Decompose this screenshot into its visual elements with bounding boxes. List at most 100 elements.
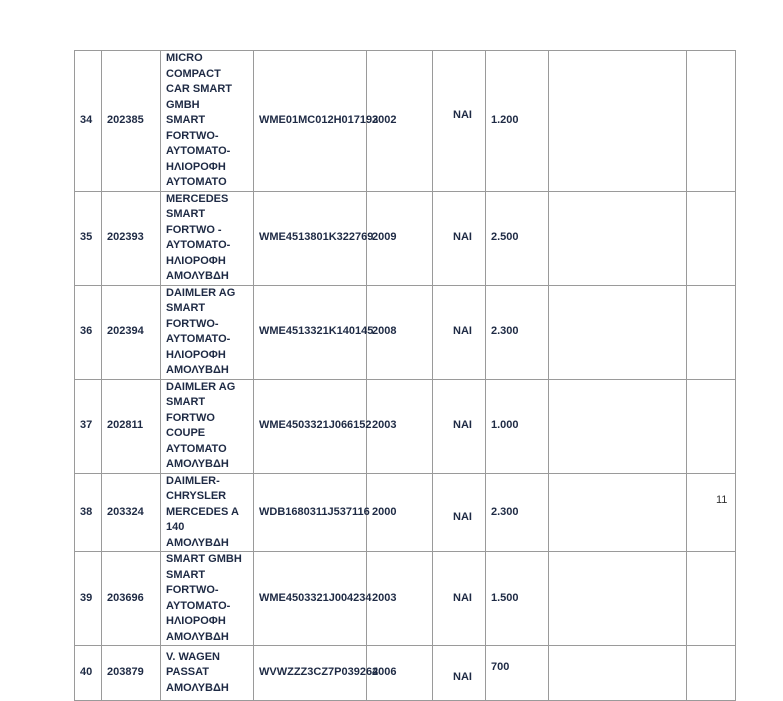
price: 2.300: [485, 472, 549, 552]
empty-cell: [686, 190, 736, 286]
item-code: 202385: [101, 50, 161, 192]
year: 2003: [366, 378, 433, 474]
row-number: 40: [74, 645, 102, 701]
description-line: MERCEDES A 140: [166, 505, 239, 534]
description: V. WAGEN PASSAT ΑΜΟΛΥΒΔΗ: [160, 645, 254, 701]
description-line: SMART FORTWO: [166, 396, 215, 424]
description-line: MICRO COMPACT: [166, 52, 221, 80]
price: 2.300: [485, 284, 549, 380]
description-line: SMART GMBH: [166, 553, 242, 565]
description: SMART GMBH SMART FORTWO- ΑΥΤΟΜΑΤΟ- ΗΛΙΟΡΟΦΗ…: [160, 551, 254, 646]
vin: WME4503321J066152: [253, 378, 372, 474]
description-line: ΑΥΤΟΜΑΤΟ-: [166, 239, 231, 251]
description: DAIMLER AG SMART FORTWO- ΑΥΤΟΜΑΤΟ- ΗΛΙΟΡΟΦΗ…: [160, 284, 254, 380]
description-line: DAIMLER AG: [166, 286, 236, 299]
price: 1.000: [485, 378, 549, 474]
description-line: DAIMLER-: [166, 474, 220, 487]
vehicle-table: 34 202385 MICRO COMPACT CAR SMART GMBH SMART…: [74, 50, 736, 701]
empty-cell: [548, 472, 687, 552]
row-number: 34: [74, 50, 102, 192]
description-line: ΑΥΤΟΜΑΤΟ-: [166, 333, 231, 345]
description-line: ΑΜΟΛΥΒΔΗ: [166, 536, 229, 549]
description-line: ΑΥΤΟΜΑΤΟ: [166, 176, 227, 188]
description-line: ΑΜΟΛΥΒΔΗ: [166, 458, 229, 470]
flag: ΝΑΙ: [432, 378, 486, 474]
table-row: 35 202393 MERCEDES SMART FORTWO - ΑΥΤΟΜΑΤΟ- Η…: [74, 190, 736, 286]
empty-cell: [686, 284, 736, 380]
description-line: COUPE: [166, 427, 206, 439]
vin: WME01MC012H017193: [253, 50, 378, 192]
empty-cell: [686, 551, 736, 646]
description-line: ΑΜΟΛΥΒΔΗ: [166, 681, 229, 694]
description-line: MERCEDES: [166, 192, 229, 205]
flag: ΝΑΙ: [432, 284, 486, 380]
description: MERCEDES SMART FORTWO - ΑΥΤΟΜΑΤΟ- ΗΛΙΟΡΟΦΗ Α…: [160, 190, 254, 286]
description-line: SMART FORTWO-: [166, 568, 219, 597]
description-line: SMART FORTWO-: [166, 114, 219, 142]
item-code: 203696: [101, 551, 161, 646]
empty-cell: [548, 190, 687, 286]
description-line: DAIMLER AG: [166, 380, 236, 393]
description-line: CAR SMART GMBH: [166, 83, 232, 111]
description-line: ΗΛΙΟΡΟΦΗ: [166, 615, 226, 627]
vin: WME4513321K140145: [253, 284, 373, 380]
flag: ΝΑΙ: [432, 50, 486, 192]
page-number: 11: [716, 494, 728, 506]
flag: ΝΑΙ: [432, 472, 486, 552]
year: 2009: [366, 190, 433, 286]
flag: ΝΑΙ: [432, 190, 486, 286]
description: DAIMLER- CHRYSLER MERCEDES A 140 ΑΜΟΛΥΒΔΗ: [160, 472, 254, 552]
row-number: 37: [74, 378, 102, 474]
description-line: SMART FORTWO -: [166, 208, 222, 236]
year: 2006: [366, 645, 433, 701]
year: 2000: [366, 472, 433, 552]
description-line: CHRYSLER: [166, 490, 227, 502]
description-line: V. WAGEN PASSAT: [166, 650, 220, 679]
description-line: ΑΥΤΟΜΑΤΟ: [166, 442, 227, 455]
price: 700: [485, 645, 549, 701]
empty-cell: [548, 50, 687, 192]
description-line: ΑΜΟΛΥΒΔΗ: [166, 270, 229, 282]
price: 2.500: [485, 190, 549, 286]
year: 2008: [366, 284, 433, 380]
description-line: ΗΛΙΟΡΟΦΗ: [166, 254, 226, 267]
description-line: ΑΜΟΛΥΒΔΗ: [166, 364, 229, 376]
table-row: 37 202811 DAIMLER AG SMART FORTWO COUPE ΑΥΤΟΜ…: [74, 378, 736, 474]
vin: WDB1680311J537116: [253, 472, 370, 552]
description-line: ΑΥΤΟΜΑΤΟ-: [166, 599, 231, 612]
row-number: 39: [74, 551, 102, 646]
description-line: ΗΛΙΟΡΟΦΗ: [166, 348, 226, 361]
price: 1.200: [485, 50, 549, 192]
row-number: 36: [74, 284, 102, 380]
empty-cell: [686, 645, 736, 701]
vin: WME4503321J004234: [253, 551, 372, 646]
empty-cell: [548, 284, 687, 380]
description-line: ΗΛΙΟΡΟΦΗ: [166, 160, 226, 173]
table-row: 39 203696 SMART GMBH SMART FORTWO- ΑΥΤΟΜΑΤΟ-…: [74, 551, 736, 646]
table-row: 40 203879 V. WAGEN PASSAT ΑΜΟΛΥΒΔΗ WVWZZZ3CZ…: [74, 645, 736, 701]
table-row: 38 203324 DAIMLER- CHRYSLER MERCEDES A 140 ΑΜ…: [74, 472, 736, 552]
description-line: ΑΥΤΟΜΑΤΟ-: [166, 145, 231, 157]
flag: ΝΑΙ: [432, 551, 486, 646]
row-number: 38: [74, 472, 102, 552]
item-code: 202811: [101, 378, 161, 474]
vin: WME4513801K322769: [253, 190, 373, 286]
item-code: 203879: [101, 645, 161, 701]
row-number: 35: [74, 190, 102, 286]
empty-cell: [686, 50, 736, 192]
empty-cell: [548, 378, 687, 474]
description-line: SMART FORTWO-: [166, 302, 219, 330]
table-row: 34 202385 MICRO COMPACT CAR SMART GMBH SMART…: [74, 50, 736, 192]
year: 2002: [366, 50, 433, 192]
description: MICRO COMPACT CAR SMART GMBH SMART FORTWO-…: [160, 50, 254, 192]
description: DAIMLER AG SMART FORTWO COUPE ΑΥΤΟΜΑΤΟ ΑΜΟΛΥ…: [160, 378, 254, 474]
item-code: 202394: [101, 284, 161, 380]
item-code: 202393: [101, 190, 161, 286]
table-row: 36 202394 DAIMLER AG SMART FORTWO- ΑΥΤΟΜΑΤΟ-…: [74, 284, 736, 380]
empty-cell: [686, 378, 736, 474]
empty-cell: [686, 472, 736, 552]
empty-cell: [548, 551, 687, 646]
description-line: ΑΜΟΛΥΒΔΗ: [166, 630, 229, 643]
flag: ΝΑΙ: [432, 645, 486, 701]
year: 2003: [366, 551, 433, 646]
